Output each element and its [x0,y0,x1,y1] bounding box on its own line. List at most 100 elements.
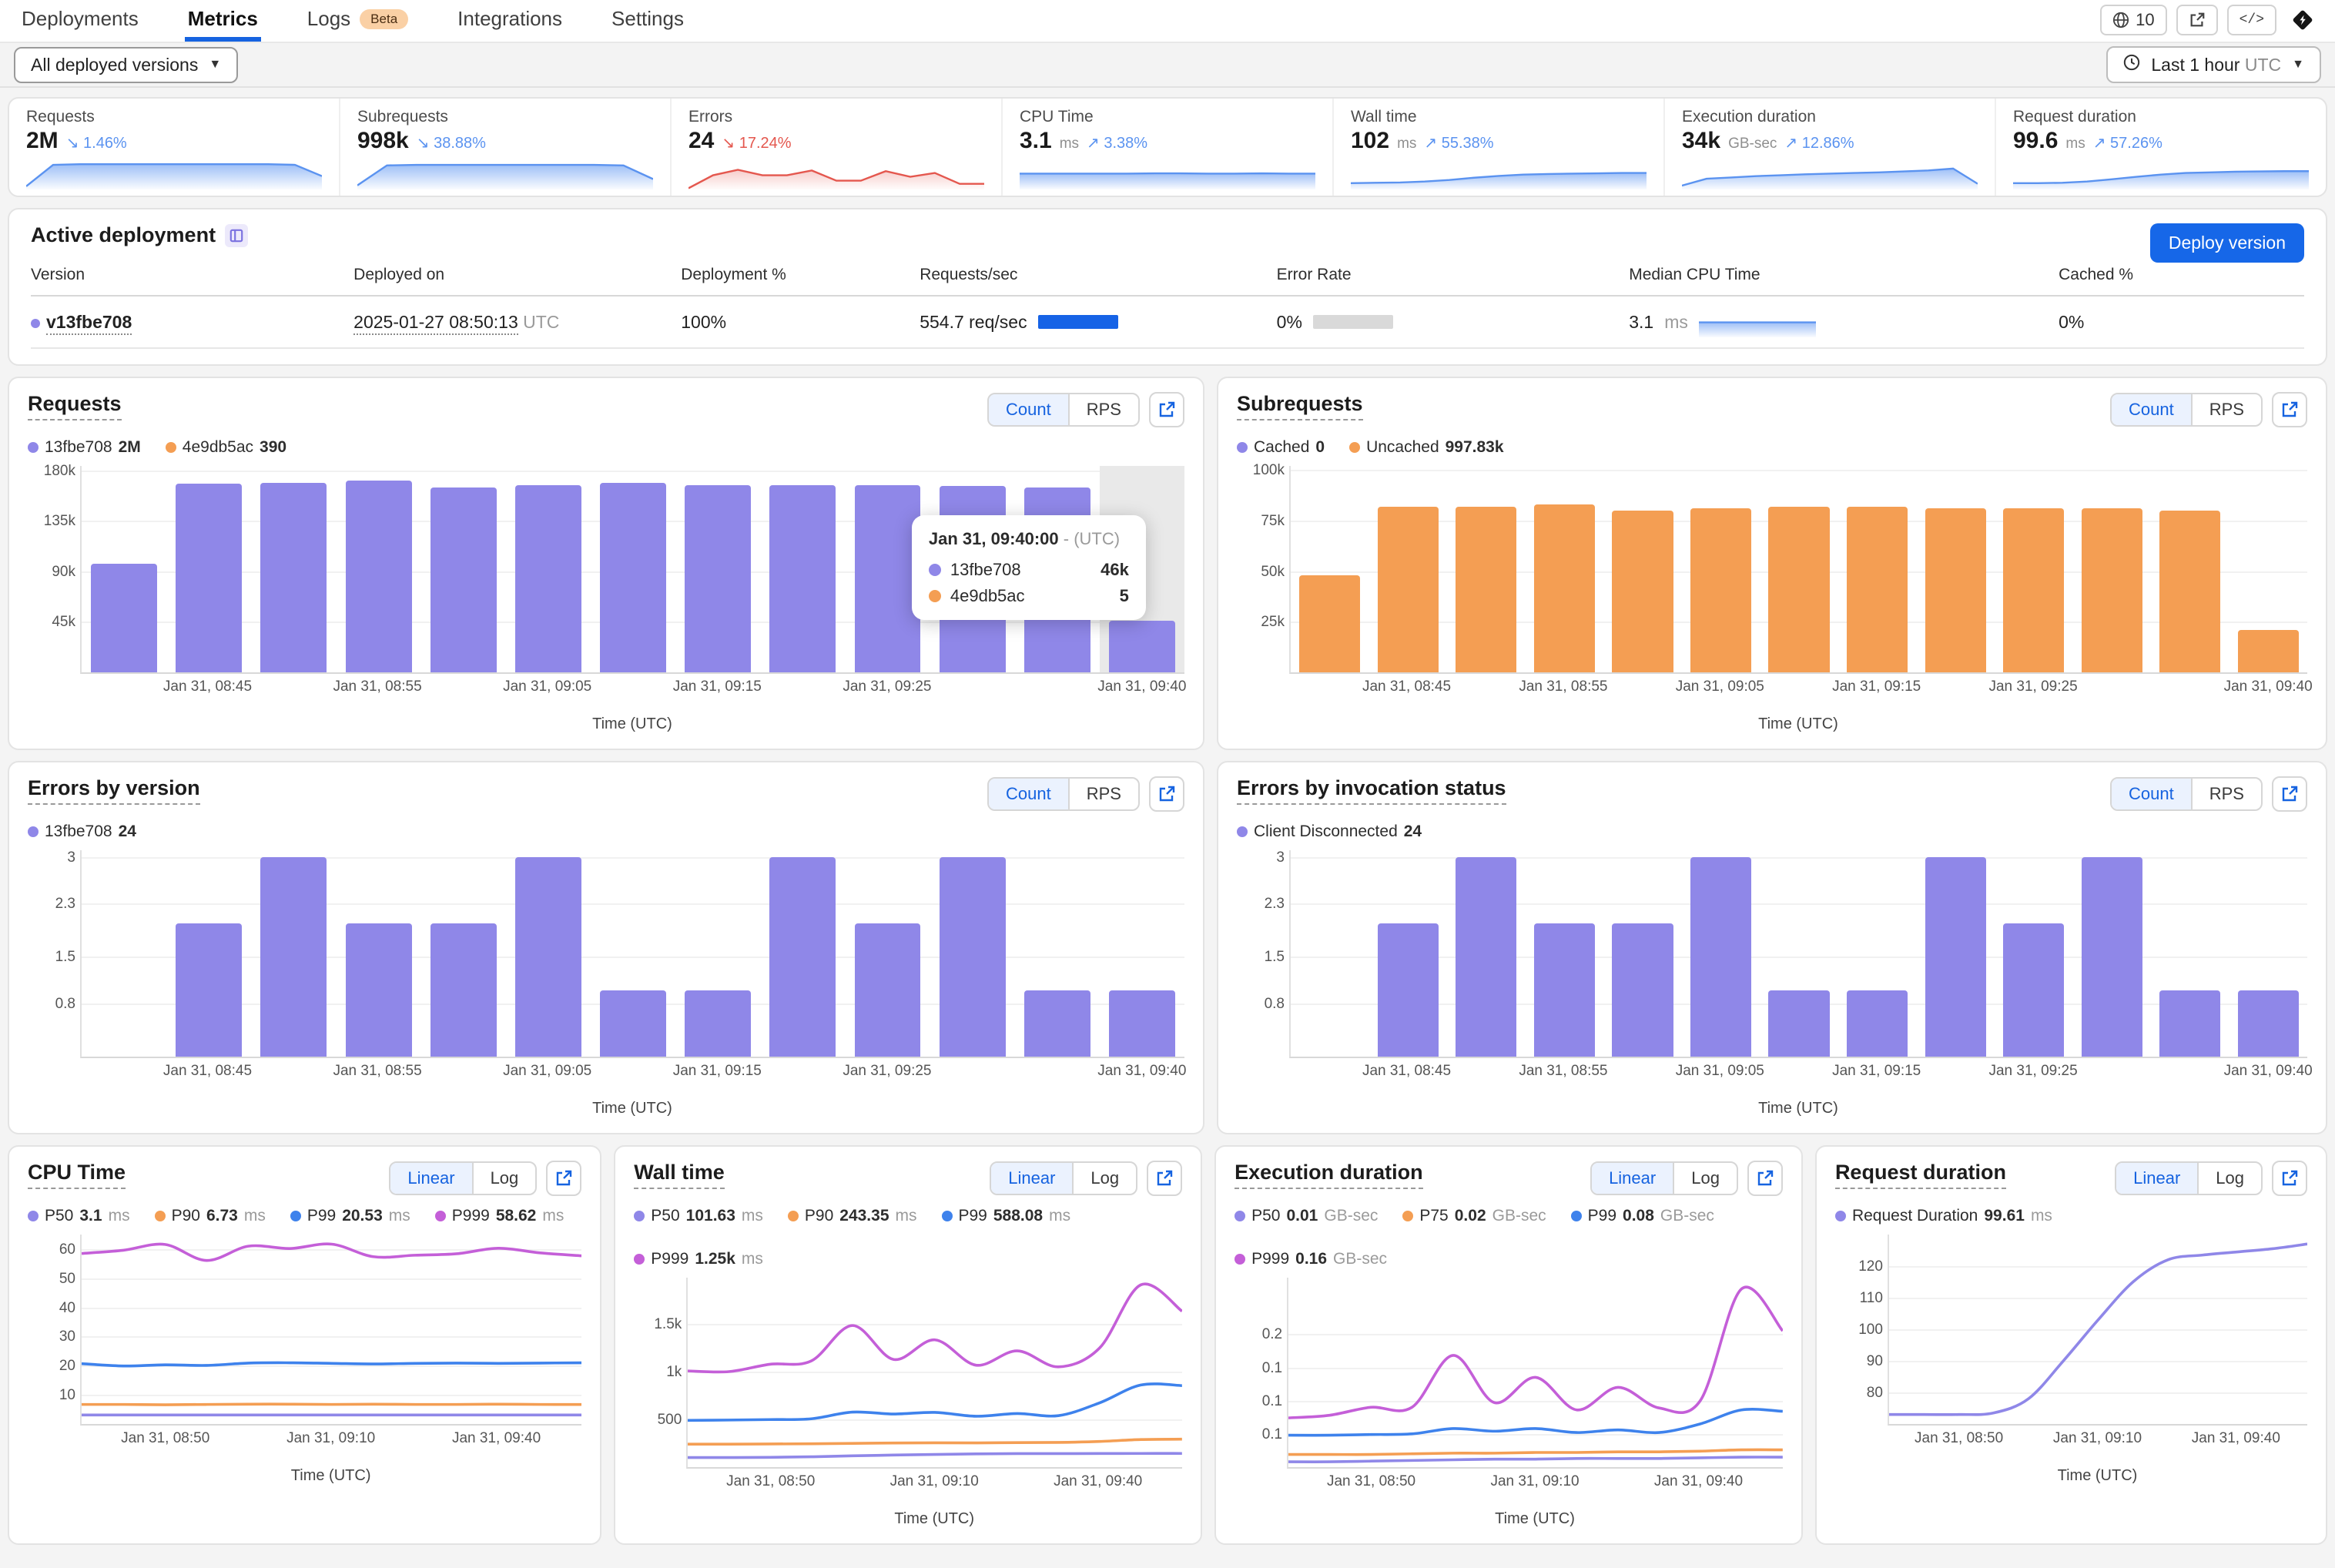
toggle-log[interactable]: Log [1673,1163,1737,1194]
bar-slot[interactable] [1369,466,1448,672]
legend-item[interactable]: Client Disconnected 24 [1236,823,1422,841]
stat-request-duration[interactable]: Request duration 99.6 ms ↗ 57.26% [1995,99,2326,196]
stat-wall-time[interactable]: Wall time 102 ms ↗ 55.38% [1332,99,1663,196]
bar[interactable] [2237,629,2299,672]
bar[interactable] [2003,508,2065,672]
bar[interactable] [1108,990,1175,1057]
bar[interactable] [685,484,752,672]
bar[interactable] [939,856,1006,1057]
bar[interactable] [1377,506,1439,672]
bar-slot[interactable] [675,466,760,672]
bar-slot[interactable] [591,466,675,672]
toggle-count[interactable]: Count [2112,779,2191,809]
legend-item[interactable]: P50 101.63 ms [634,1207,763,1225]
bar-slot[interactable] [1838,466,1917,672]
bar-slot[interactable] [1526,466,1604,672]
open-external-button[interactable] [2176,5,2218,35]
deployment-info-icon[interactable] [225,223,249,247]
bar-slot[interactable] [1682,466,1760,672]
toggle-log[interactable]: Log [1072,1163,1136,1194]
bar-slot[interactable] [2229,466,2308,672]
toggle-linear[interactable]: Linear [2116,1163,2198,1194]
bar[interactable] [1925,508,1986,672]
tab-deployments[interactable]: Deployments [18,0,142,42]
bar[interactable] [2159,990,2221,1057]
expand-chart-button[interactable] [2272,392,2307,427]
bar[interactable] [1846,990,1908,1057]
stat-errors[interactable]: Errors 24 ↘ 17.24% [670,99,1001,196]
legend-item[interactable]: P90 243.35 ms [787,1207,917,1225]
tab-metrics[interactable]: Metrics [184,0,261,42]
legend-item[interactable]: P999 58.62 ms [434,1207,564,1225]
legend-item[interactable]: Request Duration 99.61 ms [1834,1207,2052,1225]
bar[interactable] [260,856,327,1057]
bar-slot[interactable] [421,466,506,672]
bar[interactable] [769,856,836,1057]
toggle-count[interactable]: Count [989,779,1068,809]
toggle-rps[interactable]: RPS [2190,779,2261,809]
bar[interactable] [1533,923,1595,1057]
bar[interactable] [91,563,158,672]
stat-subrequests[interactable]: Subrequests 998k ↘ 38.88% [339,99,670,196]
toggle-linear[interactable]: Linear [991,1163,1073,1194]
bar-slot[interactable] [1100,850,1184,1057]
bar-slot[interactable] [845,466,930,672]
versions-dropdown[interactable]: All deployed versions ▼ [14,46,239,83]
legend-item[interactable]: P999 0.16 GB-sec [1235,1250,1387,1268]
bar[interactable] [769,484,836,672]
bar-slot[interactable] [591,850,675,1057]
bar-slot[interactable] [82,466,166,672]
time-range-dropdown[interactable]: Last 1 hour UTC ▼ [2106,46,2321,83]
bar-slot[interactable] [1916,466,1995,672]
bar-slot[interactable] [1682,850,1760,1057]
stat-cpu-time[interactable]: CPU Time 3.1 ms ↗ 3.38% [1001,99,1332,196]
bar-slot[interactable] [1526,850,1604,1057]
expand-chart-button[interactable] [1148,776,1184,812]
toggle-rps[interactable]: RPS [2190,394,2261,425]
bar-slot[interactable] [1916,850,1995,1057]
bar-slot[interactable] [1995,850,2073,1057]
bar-slot[interactable] [1447,466,1526,672]
legend-item[interactable]: Uncached 997.83k [1349,438,1504,457]
bar-slot[interactable] [2072,850,2151,1057]
bar-slot[interactable] [1447,850,1526,1057]
bar[interactable] [1846,506,1908,672]
bar[interactable] [514,856,581,1057]
bar[interactable] [1377,923,1439,1057]
bar-slot[interactable] [845,850,930,1057]
toggle-rps[interactable]: RPS [1067,394,1138,425]
legend-item[interactable]: Cached 0 [1236,438,1325,457]
requests-counter-button[interactable]: 10 [2100,5,2167,35]
bar[interactable] [1533,504,1595,672]
bar-slot[interactable] [506,466,591,672]
expand-chart-button[interactable] [2272,776,2307,812]
legend-item[interactable]: P999 1.25k ms [634,1250,763,1268]
expand-chart-button[interactable] [1147,1161,1183,1196]
bar-slot[interactable] [1369,850,1448,1057]
bar[interactable] [1768,506,1830,672]
bar-slot[interactable] [336,850,420,1057]
bar[interactable] [1612,923,1673,1057]
bar[interactable] [2081,508,2142,672]
workers-app-button[interactable] [2286,5,2320,35]
tab-integrations[interactable]: Integrations [454,0,565,42]
expand-chart-button[interactable] [1148,392,1184,427]
bar[interactable] [430,487,497,672]
bar[interactable] [176,923,243,1057]
bar[interactable] [685,990,752,1057]
bar-slot[interactable] [2229,850,2308,1057]
stat-execution-duration[interactable]: Execution duration 34k GB-sec ↗ 12.86% [1663,99,1995,196]
bar[interactable] [176,484,243,672]
bar[interactable] [2159,510,2221,672]
legend-item[interactable]: 13fbe708 24 [28,823,136,841]
bar-slot[interactable] [1603,466,1682,672]
bar-slot[interactable] [166,850,251,1057]
bar-slot[interactable] [675,850,760,1057]
toggle-linear[interactable]: Linear [390,1163,472,1194]
bar[interactable] [854,923,921,1057]
bar-slot[interactable] [1760,850,1838,1057]
bar[interactable] [345,923,412,1057]
bar[interactable] [1768,990,1830,1057]
bar[interactable] [1925,856,1986,1057]
tab-logs[interactable]: Logs Beta [304,0,411,42]
